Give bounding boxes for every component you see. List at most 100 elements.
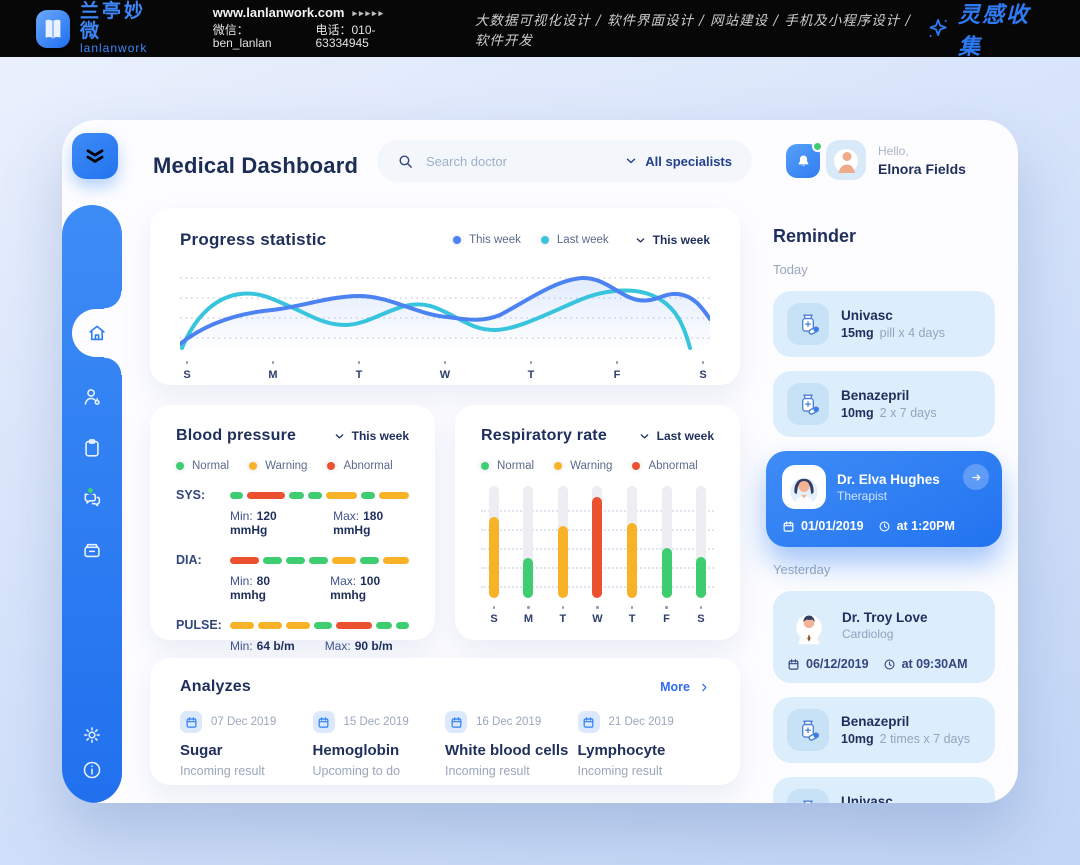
bp-row: PULSE: bbox=[176, 618, 409, 632]
analysis-date: 16 Dec 2019 bbox=[476, 716, 542, 728]
bar-track bbox=[592, 486, 603, 598]
progress-period-dropdown[interactable]: This week bbox=[635, 233, 710, 247]
medication-name: Benazepril bbox=[841, 388, 910, 403]
bp-segmented-bar bbox=[230, 491, 410, 499]
bp-segment-warning bbox=[286, 621, 311, 629]
legend-label: Warning bbox=[570, 460, 613, 472]
legend-item[interactable]: Abnormal bbox=[632, 460, 698, 472]
bp-segment-normal bbox=[308, 556, 328, 564]
sidebar-item-home[interactable] bbox=[72, 291, 122, 375]
doctor-avatar bbox=[787, 603, 831, 647]
day-label: M bbox=[523, 612, 533, 625]
appointment-date: 06/12/2019 bbox=[806, 657, 869, 671]
bp-legend: Normal Warning Abnormal bbox=[176, 460, 409, 472]
brand-name-en: lanlanwork bbox=[80, 41, 148, 56]
progress-line-chart bbox=[180, 266, 710, 352]
bp-segment-normal bbox=[359, 556, 379, 564]
sidebar-item-archive[interactable] bbox=[81, 539, 103, 561]
clock-icon bbox=[878, 520, 891, 533]
bp-max: Max: 180 mmHg bbox=[333, 509, 384, 537]
day-label: S bbox=[697, 361, 709, 381]
doctor-role: Therapist bbox=[837, 488, 888, 503]
bp-segment-normal bbox=[285, 556, 305, 564]
reminder-section-label: Today bbox=[773, 262, 808, 277]
pill-bottle-icon bbox=[793, 389, 823, 419]
analysis-item[interactable]: 21 Dec 2019 Lymphocyte Incoming result bbox=[577, 711, 711, 778]
progress-statistic-card: Progress statistic This week Last week Th… bbox=[150, 208, 740, 385]
bar-value-warning bbox=[557, 526, 568, 598]
sidebar-item-doctors[interactable] bbox=[81, 386, 103, 408]
chevron-down-icon bbox=[334, 431, 345, 442]
day-label: T bbox=[559, 612, 567, 625]
analysis-item[interactable]: 07 Dec 2019 Sugar Incoming result bbox=[180, 711, 313, 778]
home-icon bbox=[86, 322, 108, 344]
sidebar-item-messages[interactable] bbox=[81, 486, 103, 510]
legend-item[interactable]: Warning bbox=[249, 460, 307, 472]
day-label: S bbox=[181, 361, 193, 381]
avatar-user-icon bbox=[826, 140, 866, 180]
legend-item[interactable]: Normal bbox=[176, 460, 229, 472]
appointment-card[interactable]: Dr. Elva Hughes Therapist 01/01/2019 at 1:2… bbox=[766, 451, 1002, 547]
day-label: T bbox=[353, 361, 365, 381]
chevron-down-icon bbox=[625, 155, 637, 167]
medication-name: Benazepril bbox=[841, 714, 910, 729]
services-text: 大数据可视化设计 / 软件界面设计 / 网站建设 / 手机及小程序设计 / 软件… bbox=[474, 12, 912, 49]
notifications-button[interactable] bbox=[786, 141, 823, 178]
analyzes-list: 07 Dec 2019 Sugar Incoming result 15 Dec 20… bbox=[180, 711, 710, 778]
sidebar-item-records[interactable] bbox=[81, 437, 103, 459]
inspiration-collection-logo[interactable]: 灵感收集 bbox=[926, 0, 1044, 61]
day-label: S bbox=[697, 612, 705, 625]
sidebar-item-info[interactable] bbox=[81, 759, 103, 781]
legend-item[interactable]: Warning bbox=[554, 460, 612, 472]
resp-bar-column: S bbox=[695, 486, 706, 638]
legend-label: Abnormal bbox=[648, 460, 698, 472]
calendar-icon bbox=[782, 520, 795, 533]
analysis-item[interactable]: 15 Dec 2019 Hemoglobin Upcoming to do bbox=[312, 711, 446, 778]
medication-card[interactable]: Benazepril 10mg 2 times x 7 days bbox=[773, 697, 995, 763]
analysis-status: Incoming result bbox=[577, 764, 663, 778]
bp-min: Min: 64 b/m bbox=[230, 639, 295, 653]
calendar-icon bbox=[185, 716, 198, 729]
resp-period-dropdown[interactable]: Last week bbox=[639, 429, 714, 443]
sidebar-item-settings[interactable] bbox=[81, 724, 103, 746]
specialists-dropdown[interactable]: All specialists bbox=[625, 154, 732, 169]
website-link[interactable]: www.lanlanwork.com bbox=[212, 4, 345, 20]
open-appointment-button[interactable] bbox=[963, 464, 989, 490]
resp-card-title: Respiratory rate bbox=[481, 427, 607, 444]
search-bar[interactable]: All specialists bbox=[377, 140, 752, 182]
resp-legend: Normal Warning Abnormal bbox=[481, 460, 714, 472]
bp-period-label: This week bbox=[351, 429, 409, 443]
medication-dose: 15mg bbox=[841, 326, 874, 340]
avatarWoman-icon bbox=[782, 465, 826, 509]
bar-track bbox=[627, 486, 638, 598]
search-input[interactable] bbox=[426, 153, 614, 169]
legend-item[interactable]: Abnormal bbox=[327, 460, 393, 472]
appointment-card[interactable]: Dr. Troy Love Cardiolog 06/12/2019 at 09:30… bbox=[773, 591, 995, 683]
bp-period-dropdown[interactable]: This week bbox=[334, 429, 409, 443]
legend-item[interactable]: Normal bbox=[481, 460, 534, 472]
analysis-item[interactable]: 16 Dec 2019 White blood cells Incoming res… bbox=[445, 711, 578, 778]
legend-item[interactable]: Last week bbox=[540, 234, 609, 246]
analysis-date-row: 07 Dec 2019 bbox=[180, 711, 313, 733]
more-link[interactable]: More bbox=[660, 680, 710, 694]
bp-row-label: PULSE: bbox=[176, 618, 222, 632]
analysis-date: 21 Dec 2019 bbox=[608, 716, 674, 728]
bp-rows: SYS: Min: 120 mmHg Max: 180 mmHg DIA: Min: 80 m… bbox=[176, 488, 410, 653]
medication-card[interactable]: Benazepril 10mg 2 x 7 days bbox=[773, 371, 995, 437]
bp-minmax: Min: 120 mmHg Max: 180 mmHg bbox=[230, 509, 409, 537]
respiratory-rate-card: Respiratory rate Last week Normal Warning… bbox=[455, 405, 740, 640]
app-logo[interactable] bbox=[72, 133, 118, 179]
legend-dot bbox=[632, 462, 641, 470]
medical-dashboard-window: Medical Dashboard All specialists Hello,… bbox=[62, 120, 1018, 803]
day-label: W bbox=[439, 361, 451, 381]
calendar-icon bbox=[450, 716, 463, 729]
bp-segment-normal bbox=[360, 491, 376, 499]
bp-max: Max: 90 b/m bbox=[324, 639, 393, 653]
progress-card-title: Progress statistic bbox=[180, 230, 327, 249]
bp-max: Max: 100 mmhg bbox=[330, 574, 381, 602]
user-avatar[interactable] bbox=[826, 140, 866, 180]
legend-item[interactable]: This week bbox=[453, 234, 521, 246]
inspiration-collection-label: 灵感收集 bbox=[957, 1, 1030, 60]
